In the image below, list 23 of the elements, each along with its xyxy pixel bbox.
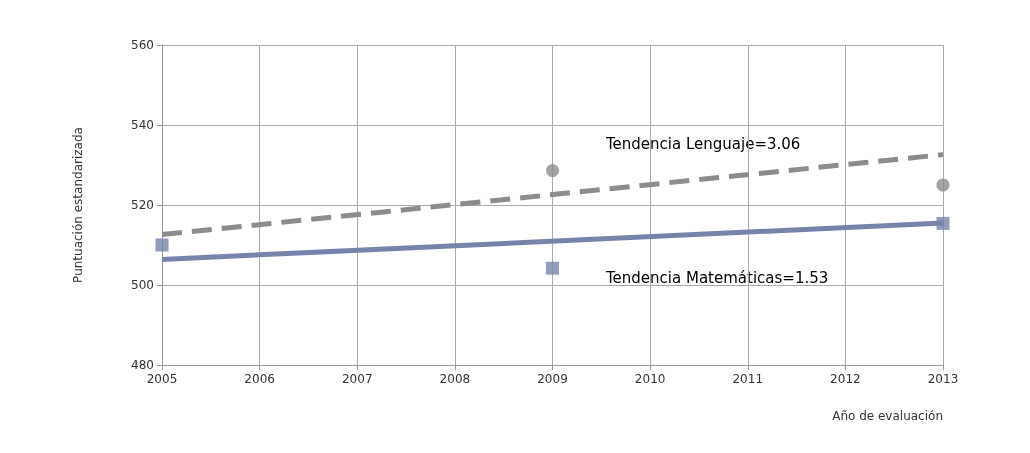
point xyxy=(546,164,559,178)
point xyxy=(546,261,559,275)
annotation: Tendencia Matemáticas=1.53 xyxy=(605,268,829,287)
x-tick-label: 2008 xyxy=(439,372,471,386)
y-tick-label: 560 xyxy=(131,38,154,52)
y-tick-label: 540 xyxy=(131,118,154,132)
point xyxy=(155,238,169,252)
x-tick-label: 2005 xyxy=(146,372,178,386)
point xyxy=(936,178,950,192)
y-tick-label: 500 xyxy=(131,278,154,292)
x-tick-label: 2006 xyxy=(244,372,275,386)
x-tick-label: 2011 xyxy=(732,372,764,386)
x-tick-label: 2007 xyxy=(341,372,373,386)
x-axis-title: Año de evaluación xyxy=(832,409,943,423)
x-tick-label: 2009 xyxy=(537,372,568,386)
annotation: Tendencia Lenguaje=3.06 xyxy=(605,134,801,153)
point xyxy=(936,216,950,230)
y-tick-label: 480 xyxy=(131,358,154,372)
x-tick-label: 2012 xyxy=(830,372,861,386)
x-tick-label: 2010 xyxy=(634,372,666,386)
y-tick-label: 520 xyxy=(131,198,154,212)
x-tick-label: 2013 xyxy=(927,372,959,386)
y-axis-title: Puntuación estandarizada xyxy=(71,127,85,283)
